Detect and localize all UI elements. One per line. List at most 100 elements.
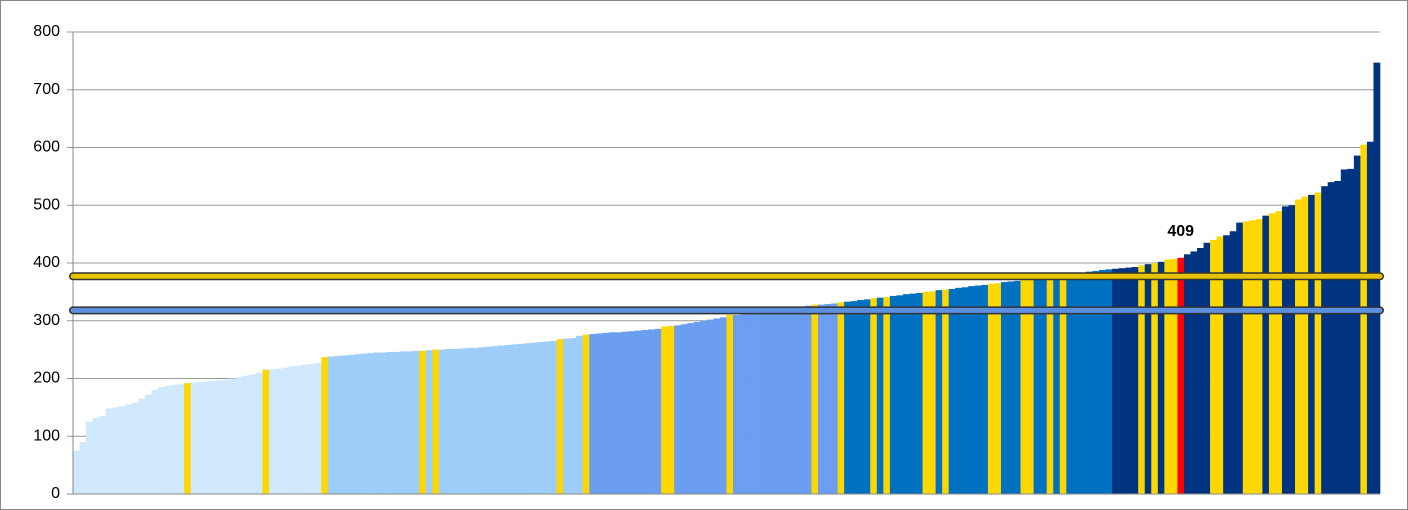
bar	[1085, 271, 1093, 494]
bar	[1190, 251, 1198, 494]
bar	[1334, 180, 1342, 494]
bar	[831, 303, 838, 494]
bar	[726, 314, 734, 494]
bar	[171, 384, 178, 494]
y-tick-label: 200	[33, 370, 60, 387]
bar	[308, 364, 316, 494]
bar	[1066, 273, 1074, 494]
bar	[948, 288, 956, 494]
bar	[1000, 282, 1008, 494]
bar	[648, 329, 655, 494]
bar	[1353, 155, 1361, 494]
y-tick-label: 100	[33, 427, 60, 444]
bar	[569, 338, 577, 494]
bar	[1046, 276, 1054, 494]
bar	[1112, 268, 1119, 494]
bar	[1033, 278, 1041, 494]
bar	[184, 383, 191, 494]
annotation: 409	[1167, 223, 1194, 240]
bar	[269, 369, 276, 494]
bar	[981, 284, 989, 494]
bar	[844, 301, 851, 494]
bar	[491, 346, 499, 494]
bar	[1262, 215, 1270, 494]
bar	[386, 351, 394, 494]
bar	[406, 351, 414, 494]
bar	[334, 355, 342, 494]
bar	[1295, 199, 1302, 494]
bar	[974, 285, 982, 494]
bar	[1138, 265, 1146, 494]
y-tick-label: 500	[33, 196, 60, 213]
bar	[347, 354, 355, 494]
bar	[229, 378, 237, 494]
bar	[255, 372, 263, 494]
bar	[216, 380, 224, 494]
bar	[556, 339, 564, 494]
bar	[667, 325, 675, 494]
bar	[1151, 263, 1159, 494]
bar	[1236, 222, 1244, 494]
bar	[321, 357, 329, 494]
bar	[615, 332, 623, 494]
bar	[1125, 267, 1132, 494]
bar	[837, 302, 845, 494]
bar	[772, 310, 780, 494]
bar	[1216, 236, 1224, 494]
bar	[517, 343, 525, 494]
bar	[131, 402, 139, 494]
bar	[197, 381, 204, 494]
bar	[746, 313, 753, 494]
bar	[863, 299, 871, 494]
bar	[1144, 264, 1152, 494]
bar	[1014, 280, 1021, 494]
bar	[1040, 277, 1048, 494]
bar	[635, 330, 642, 494]
y-tick-label: 0	[51, 485, 60, 502]
bar	[1229, 231, 1237, 495]
bar	[550, 340, 557, 494]
bar	[190, 382, 198, 494]
bar	[942, 289, 949, 494]
bar	[935, 290, 943, 494]
bar	[301, 364, 309, 494]
y-tick-label: 400	[33, 254, 60, 271]
bar	[458, 348, 466, 494]
bar	[1098, 269, 1106, 494]
bar	[1242, 221, 1250, 495]
bar	[1210, 239, 1217, 494]
bar	[510, 344, 518, 494]
bar	[1020, 279, 1028, 494]
bar	[1360, 144, 1368, 495]
bar	[543, 341, 551, 494]
bar	[354, 354, 361, 494]
bar	[380, 352, 387, 494]
bar	[713, 318, 721, 494]
bar	[1275, 211, 1283, 494]
bar	[706, 319, 714, 494]
bar	[314, 362, 322, 494]
bar	[536, 342, 544, 494]
bar	[157, 387, 165, 494]
bar	[857, 299, 865, 494]
bar	[412, 350, 420, 494]
bar	[105, 408, 113, 494]
bar	[425, 350, 433, 494]
bar	[360, 353, 368, 494]
bar	[445, 349, 453, 494]
bar	[177, 384, 185, 494]
bar	[367, 353, 374, 494]
bar	[327, 356, 335, 494]
bar	[1340, 169, 1348, 494]
bar	[752, 313, 760, 494]
bar	[210, 380, 218, 494]
bar	[523, 343, 531, 494]
bar	[850, 301, 858, 494]
bar	[118, 406, 126, 494]
bar	[1157, 261, 1165, 494]
bar	[994, 283, 1002, 494]
bar	[987, 283, 995, 494]
bar	[654, 328, 662, 494]
bar	[1255, 219, 1263, 495]
